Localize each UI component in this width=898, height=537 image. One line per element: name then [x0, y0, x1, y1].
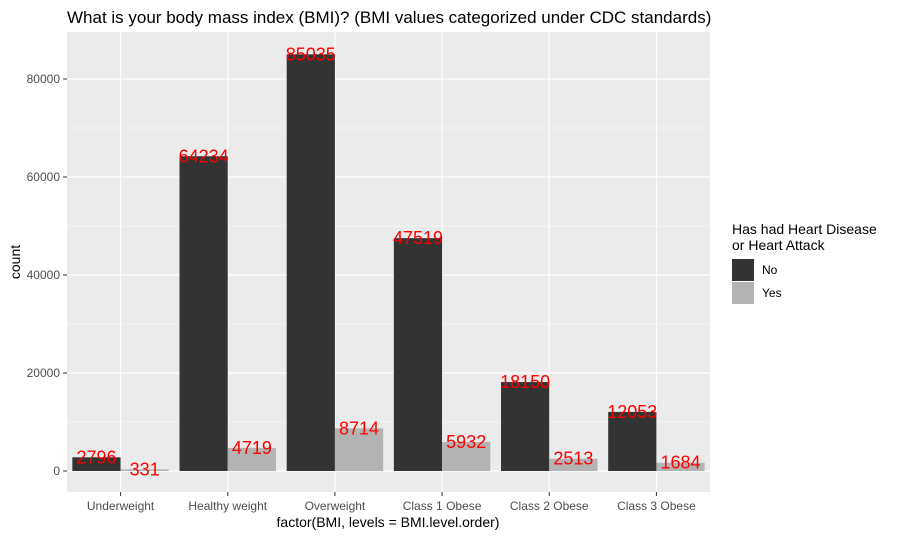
x-axis-title: factor(BMI, levels = BMI.level.order): [277, 514, 500, 530]
x-tick-label: Overweight: [305, 499, 366, 513]
data-label: 64234: [179, 146, 229, 166]
legend-label-yes: Yes: [762, 286, 782, 300]
legend: Has had Heart Disease or Heart Attack No…: [732, 221, 877, 304]
bar-yes: [227, 447, 276, 471]
legend-title-line-2: or Heart Attack: [732, 237, 826, 253]
y-tick-label: 40000: [27, 268, 61, 282]
y-axis-title: count: [7, 245, 23, 279]
x-tick-label: Underweight: [87, 499, 155, 513]
data-label: 2513: [553, 449, 593, 469]
data-label: 2796: [76, 447, 116, 467]
data-label: 85035: [286, 44, 336, 64]
bar-yes: [120, 469, 169, 471]
y-tick-label: 80000: [27, 72, 61, 86]
bar-yes: [334, 428, 384, 471]
legend-title-line-1: Has had Heart Disease: [732, 221, 877, 237]
data-label: 331: [130, 459, 160, 479]
data-label: 5932: [446, 432, 486, 452]
data-label: 4719: [232, 438, 272, 458]
data-label: 1684: [661, 453, 701, 473]
bar-no: [501, 382, 550, 471]
x-axis: Underweight Healthy weight Overweight Class…: [87, 492, 696, 513]
bar-no: [179, 156, 228, 471]
data-labels: 2796 64234 85035 47519 18150 12053 331 4719 8714…: [76, 44, 700, 479]
bar-no: [72, 457, 121, 471]
y-axis: 0 20000 40000 60000 80000: [27, 72, 67, 478]
bar-yes: [549, 458, 598, 471]
bar-yes: [656, 462, 705, 471]
bars: [72, 54, 705, 472]
legend-label-no: No: [762, 263, 778, 277]
bar-no: [608, 411, 657, 471]
plot-panel: [67, 32, 710, 492]
y-tick-label: 20000: [27, 366, 61, 380]
y-tick-label: 0: [53, 464, 60, 478]
data-label: 12053: [607, 402, 657, 422]
x-tick-label: Class 2 Obese: [510, 499, 589, 513]
y-tick-label: 60000: [27, 170, 61, 184]
bar-no: [393, 238, 443, 471]
x-tick-label: Class 1 Obese: [403, 499, 482, 513]
bar-yes: [442, 441, 491, 471]
legend-key-yes: [732, 282, 754, 304]
legend-key-no: [732, 259, 754, 281]
data-label: 18150: [500, 372, 550, 392]
data-label: 8714: [339, 418, 379, 438]
bar-no: [286, 54, 335, 472]
x-tick-label: Healthy weight: [188, 499, 267, 513]
data-label: 47519: [393, 228, 443, 248]
chart-title: What is your body mass index (BMI)? (BMI…: [67, 8, 711, 27]
x-tick-label: Class 3 Obese: [617, 499, 696, 513]
